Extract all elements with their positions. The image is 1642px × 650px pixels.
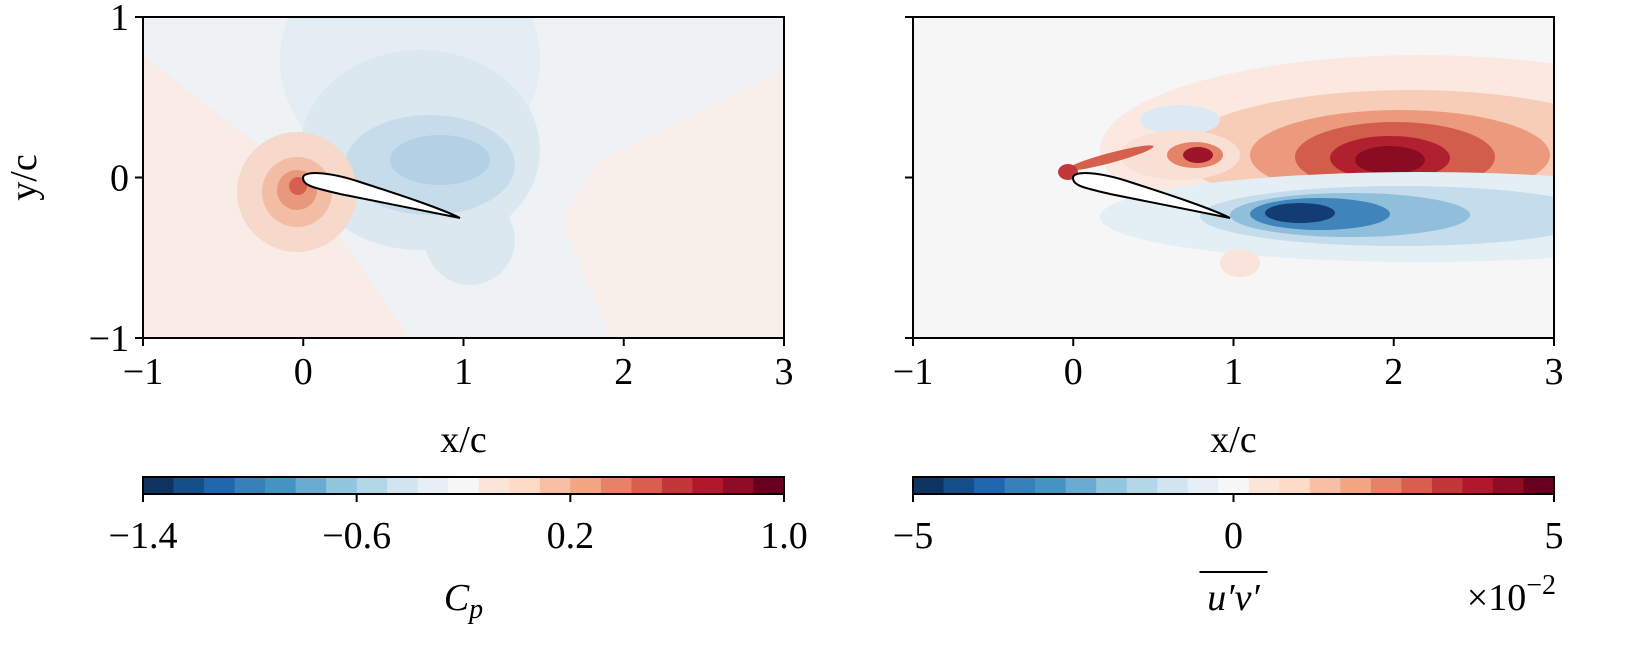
y-axis-label: y/c [3,154,45,200]
colorbar-segment [600,477,632,494]
colorbar-multiplier-exp: −2 [1526,570,1556,601]
colorbar-segment [913,477,945,494]
colorbar-multiplier: ×10−2 [1467,570,1556,619]
colorbar-segment [631,477,663,494]
colorbar-segment [1492,477,1524,494]
x-tick-label: 1 [454,351,473,393]
colorbar-multiplier-base: ×10 [1467,577,1526,619]
colorbar-segment [295,477,327,494]
colorbar-segment [356,477,388,494]
colorbar-segment [1004,477,1036,494]
field-left [143,17,784,338]
colorbar-segment [1218,477,1250,494]
colorbar-segment [661,477,693,494]
y-tick-label: −1 [89,318,129,360]
colorbar-segment [570,477,602,494]
colorbar-tick-label: 1.0 [760,515,808,557]
colorbar-segment [387,477,419,494]
x-tick-label: 0 [1064,351,1083,393]
colorbar-tick-label: −5 [893,515,933,557]
colorbar-tick-label: −0.6 [322,515,391,557]
colorbar-segment [722,477,754,494]
colorbar-segment [448,477,480,494]
colorbar-segment [326,477,358,494]
colorbar-segment [1279,477,1311,494]
colorbar-segment [753,477,785,494]
colorbar-label: Cp [444,577,483,625]
colorbar-segment [1126,477,1158,494]
colorbar-segment [974,477,1006,494]
x-tick-label: 1 [1224,351,1243,393]
colorbar-segment [143,477,175,494]
colorbar-frame [142,476,785,495]
colorbar-segment [692,477,724,494]
x-axis-label: x/c [440,419,486,461]
x-tick-label: −1 [893,351,933,393]
colorbar-segment [1431,477,1463,494]
colorbar-label-main: u′v′ [1207,577,1260,619]
colorbar-segment [509,477,541,494]
colorbar-segment [1157,477,1189,494]
colorbar-segment [1096,477,1128,494]
colorbar-segment [173,477,205,494]
x-tick-label: 3 [775,351,794,393]
colorbar-segment [943,477,975,494]
y-tick-label: 1 [110,0,129,39]
colorbar-segment [1401,477,1433,494]
x-axis-label: x/c [1210,419,1256,461]
colorbar-tick-label: 5 [1545,515,1564,557]
colorbar-segment [204,477,236,494]
x-tick-label: −1 [123,351,163,393]
x-tick-label: 3 [1545,351,1564,393]
colorbar-segment [1248,477,1280,494]
colorbar-segment [417,477,449,494]
colorbar-tick-label: 0 [1224,515,1243,557]
colorbar-segment [1340,477,1372,494]
colorbar-segment [1065,477,1097,494]
x-tick-label: 2 [1384,351,1403,393]
colorbar-segment [1309,477,1341,494]
x-tick-label: 2 [614,351,633,393]
colorbar-tick-label: 0.2 [547,515,595,557]
y-tick-label: 0 [110,158,129,200]
colorbar-segment [265,477,297,494]
colorbar-label: u′v′ [1207,577,1260,619]
colorbar-segment [1187,477,1219,494]
field-right [913,17,1554,338]
colorbar-segment [539,477,571,494]
colorbar-segment [1462,477,1494,494]
colorbar-segment [234,477,266,494]
colorbar-segment [1523,477,1555,494]
colorbar-segment [1035,477,1067,494]
x-tick-label: 0 [294,351,313,393]
colorbar-segment [1370,477,1402,494]
colorbar-tick-label: −1.4 [109,515,178,557]
colorbar-label-main: C [444,577,470,619]
colorbar-label-sub: p [467,594,483,625]
colorbar-segment [478,477,510,494]
